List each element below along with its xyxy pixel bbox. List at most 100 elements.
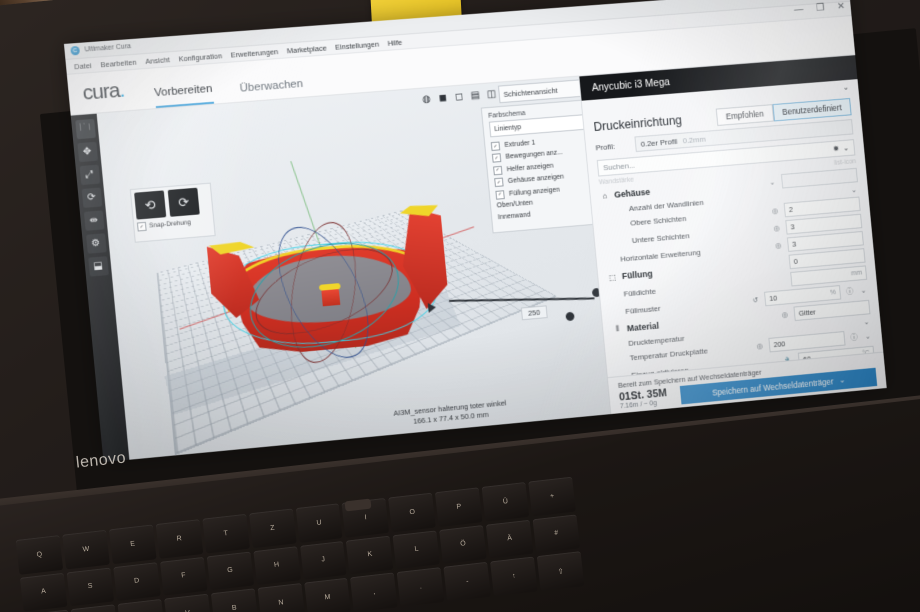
chevron-down-icon[interactable]: ⌄ (842, 143, 850, 153)
play-icon[interactable] (427, 302, 437, 313)
laptop-screen: C Ultimaker Cura Datei Bearbeiten Ansich… (64, 0, 887, 463)
view-toolbar: ◍ ◼ ◻ ▤ ◫ (420, 88, 499, 107)
key: # (532, 514, 581, 554)
rotate-tool-icon[interactable]: ⟳ (81, 187, 102, 208)
key: D (113, 561, 161, 602)
layer-slider-handle-bottom[interactable] (565, 311, 575, 322)
info-icon[interactable]: ⓘ (845, 286, 854, 296)
per-model-settings-icon[interactable]: ⚙ (85, 233, 107, 254)
cura-logo-icon: C (70, 45, 81, 56)
settings-unit: mm (850, 269, 863, 277)
setting-label: Untere Schichten (631, 230, 690, 245)
print-estimates: 01St. 35M 7.16m / ~ 0g (619, 387, 668, 410)
category-label: Gehäuse (613, 186, 651, 200)
scale-tool-icon[interactable]: ⤢ (79, 164, 100, 186)
snap-rotation-popup: ⟲ ⟳ ✓ Snap-Drehung (129, 182, 216, 243)
cura-wordmark: cura. (82, 79, 126, 106)
profile-label: Profil: (595, 141, 616, 152)
star-icon[interactable]: ✹ (832, 144, 840, 154)
key: T (202, 513, 250, 554)
support-blocker-icon[interactable]: ⬓ (87, 256, 109, 277)
segment-benutzerdefiniert[interactable]: Benutzerdefiniert (772, 98, 852, 122)
settings-value: 3 (790, 221, 795, 231)
layer-slider-track[interactable] (449, 297, 595, 302)
maximize-button[interactable]: ❐ (815, 2, 825, 14)
checkbox-icon[interactable]: ✓ (495, 189, 505, 200)
key: L (392, 530, 441, 570)
key: - (443, 562, 492, 602)
layer-view-icon[interactable]: ▤ (470, 90, 481, 102)
xray-view-icon[interactable]: ◻ (454, 91, 464, 103)
key: B (210, 588, 259, 612)
setting-label: Füllmuster (624, 303, 661, 316)
key: F (159, 556, 208, 596)
solid-view-icon[interactable]: ◼ (438, 92, 448, 105)
chevron-down-icon[interactable]: ⌄ (864, 331, 872, 341)
settings-value: 200 (773, 338, 786, 349)
key: Ä (485, 519, 534, 559)
minimize-button[interactable]: — (793, 4, 804, 16)
chevron-down-icon[interactable]: ⌄ (860, 285, 867, 295)
menu-erweiterungen[interactable]: Erweiterungen (230, 46, 279, 60)
link-icon[interactable]: ◎ (774, 240, 782, 250)
key: Ü (481, 481, 530, 522)
snap-rotation-checkbox-row[interactable]: ✓ Snap-Drehung (136, 217, 211, 232)
checkbox-icon[interactable]: ✓ (491, 153, 502, 163)
color-scheme-value: Linientyp (494, 123, 522, 133)
move-tool-icon[interactable]: ✥ (76, 141, 98, 163)
close-button[interactable]: ✕ (836, 1, 846, 13)
list-icon: list-icon (833, 158, 857, 167)
legend-label: Extruder 1 (504, 139, 536, 149)
reset-icon[interactable]: ↺ (752, 294, 759, 304)
snap-rotation-checkbox[interactable]: ✓ (136, 221, 147, 232)
menu-einstellungen[interactable]: Einstellungen (334, 39, 380, 52)
snap-rotation-label: Snap-Drehung (148, 219, 192, 230)
menu-datei[interactable]: Datei (73, 60, 92, 71)
profile-value: 0.2er Profil (640, 136, 678, 149)
chevron-down-icon[interactable]: ⌄ (850, 184, 858, 194)
legend-label: Innenwand (497, 211, 531, 222)
chevron-down-icon[interactable]: ⌄ (838, 375, 846, 385)
link-icon[interactable]: ◎ (773, 223, 781, 233)
checkbox-icon[interactable]: ✓ (493, 165, 503, 175)
chevron-down-icon[interactable]: ⌄ (768, 177, 776, 187)
3d-viewport[interactable]: ⟲ ⟳ ✓ Snap-Drehung ◍ ◼ ◻ ▤ ◫ (96, 76, 611, 463)
settings-value: Gitter (798, 307, 817, 318)
checkbox-icon[interactable]: ✓ (490, 141, 501, 151)
menu-bearbeiten[interactable]: Bearbeiten (100, 57, 137, 69)
link-icon[interactable]: ◎ (771, 205, 779, 216)
window-title: Ultimaker Cura (84, 43, 132, 54)
key: C (117, 599, 165, 612)
menu-konfiguration[interactable]: Konfiguration (178, 50, 223, 63)
mirror-tool-icon[interactable]: ⇹ (83, 210, 105, 231)
view-mode-label: Schichtenansicht (503, 85, 558, 99)
key: . (397, 567, 445, 607)
wire-view-icon[interactable]: ◫ (486, 88, 497, 101)
chevron-down-icon[interactable]: ⌄ (842, 82, 850, 92)
sliced-model[interactable] (207, 204, 450, 372)
menu-hilfe[interactable]: Hilfe (387, 37, 403, 48)
chevron-down-icon[interactable]: ⌄ (863, 316, 870, 326)
segment-empfohlen[interactable]: Empfohlen (715, 104, 774, 126)
menu-ansicht[interactable]: Ansicht (144, 54, 171, 66)
key: J (299, 540, 348, 581)
key: + (528, 476, 576, 517)
open-file-icon[interactable]: 🗀 (74, 118, 96, 140)
menu-marketplace[interactable]: Marketplace (286, 43, 327, 55)
info-icon[interactable]: ⓘ (850, 332, 858, 342)
legend-label: Oben/Unten (496, 199, 534, 209)
setting-label: Fülldichte (623, 286, 657, 298)
model-info: AI3M_sensor halterung toter winkel 166.1… (393, 398, 508, 427)
rotate-ccw-icon[interactable]: ⟲ (134, 190, 167, 220)
globe-view-icon[interactable]: ◍ (421, 93, 432, 106)
link-icon[interactable]: ◎ (781, 309, 789, 319)
key: V (163, 593, 212, 612)
checkbox-icon[interactable]: ✓ (494, 177, 504, 188)
settings-list[interactable]: Wandstärke list-icon ⌂ Gehäuse ⌄ Anzahl … (589, 157, 883, 378)
link-icon[interactable]: ◎ (756, 340, 764, 351)
rotate-cw-icon[interactable]: ⟳ (167, 187, 200, 217)
key: R (155, 519, 203, 559)
key: Z (248, 508, 297, 548)
key: O (388, 492, 437, 532)
